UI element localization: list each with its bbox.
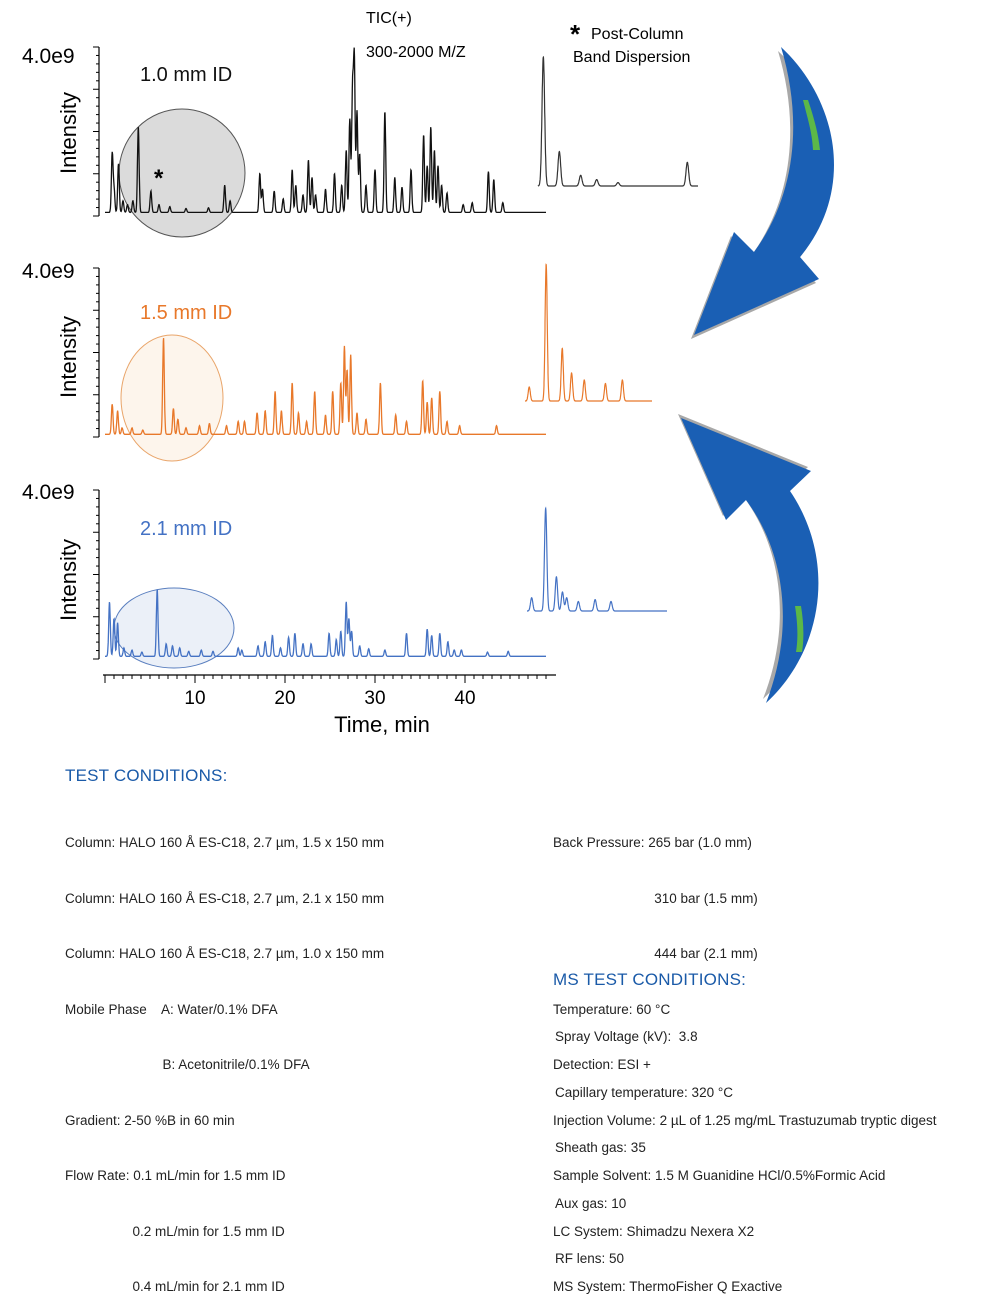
panel-label: 1.5 mm ID — [140, 302, 232, 324]
panel-1: 4.0e9 Intensity 1.0 mm ID * — [22, 45, 698, 238]
condition-line: Temperature: 60 °C — [553, 1001, 671, 1017]
y-axis-label: Intensity — [56, 92, 81, 174]
panel-2: 4.0e9 Intensity 1.5 mm ID — [22, 260, 652, 462]
condition-line: Column: HALO 160 Å ES-C18, 2.7 µm, 1.0 x… — [65, 946, 385, 961]
x-axis: 10 20 30 40 — [103, 674, 556, 709]
mz-range-label: 300-2000 M/Z — [366, 44, 466, 61]
condition-line: RF lens: 50 — [555, 1251, 625, 1266]
condition-line: Flow Rate: 0.1 mL/min for 1.5 mm ID — [65, 1168, 286, 1183]
dispersion-circle-2 — [120, 334, 224, 462]
x-tick-label: 30 — [364, 688, 385, 709]
note-line-2: Band Dispersion — [573, 49, 690, 66]
y-axis — [93, 489, 100, 660]
condition-line: 310 bar (1.5 mm) — [553, 890, 758, 906]
arrow-down-icon — [691, 47, 834, 339]
condition-line: Sheath gas: 35 — [555, 1140, 646, 1155]
chromatogram-trace — [105, 47, 546, 214]
ms-conditions: Spray Voltage (kV): 3.8 Capillary temper… — [555, 991, 733, 1287]
y-axis — [93, 46, 100, 217]
condition-line: B: Acetonitrile/0.1% DFA — [65, 1057, 310, 1072]
note-star: * — [570, 19, 581, 49]
x-axis-label: Time, min — [334, 712, 430, 737]
y-max-label: 4.0e9 — [22, 481, 75, 504]
y-max-label: 4.0e9 — [22, 45, 75, 68]
condition-line: 444 bar (2.1 mm) — [553, 946, 758, 961]
x-tick-label: 10 — [184, 688, 205, 709]
x-tick-label: 20 — [274, 688, 295, 709]
y-axis — [93, 267, 100, 438]
condition-line: Detection: ESI + — [553, 1057, 651, 1072]
condition-line: 0.2 mL/min for 1.5 mm ID — [65, 1223, 285, 1239]
condition-line: Back Pressure: 265 bar (1.0 mm) — [553, 835, 752, 850]
condition-line: Mobile Phase A: Water/0.1% DFA — [65, 1001, 278, 1017]
condition-line: Gradient: 2-50 %B in 60 min — [65, 1112, 235, 1128]
asterisk-marker: * — [154, 165, 164, 192]
inset-trace — [537, 55, 698, 187]
y-axis-label: Intensity — [56, 316, 81, 398]
test-conditions-left: Column: HALO 160 Å ES-C18, 2.7 µm, 1.5 x… — [65, 797, 384, 1315]
x-tick-label: 40 — [454, 688, 475, 709]
condition-line: Column: HALO 160 Å ES-C18, 2.7 µm, 2.1 x… — [65, 890, 385, 906]
inset-trace — [527, 506, 667, 612]
condition-line: Aux gas: 10 — [555, 1195, 627, 1211]
y-max-label: 4.0e9 — [22, 260, 75, 283]
condition-line: 0.4 mL/min for 2.1 mm ID — [65, 1279, 285, 1294]
condition-line: Capillary temperature: 320 °C — [555, 1084, 733, 1100]
chromatogram-trace — [105, 589, 546, 657]
ms-conditions-title: MS TEST CONDITIONS: — [553, 970, 747, 989]
test-conditions-title: TEST CONDITIONS: — [65, 766, 228, 785]
inset-trace — [525, 263, 652, 402]
y-axis-label: Intensity — [56, 539, 81, 621]
panel-label: 1.0 mm ID — [140, 64, 232, 86]
arrow-up-icon — [678, 414, 819, 703]
condition-line: Column: HALO 160 Å ES-C18, 2.7 µm, 1.5 x… — [65, 835, 385, 850]
chromatogram-figure: TIC(+) 300-2000 M/Z * Post-Column Band D… — [22, 10, 834, 737]
condition-line: Spray Voltage (kV): 3.8 — [555, 1029, 698, 1044]
note-line-1: Post-Column — [591, 26, 683, 43]
panel-3: 4.0e9 Intensity 2.1 mm ID — [22, 481, 667, 669]
chromatogram-trace — [105, 338, 546, 435]
tic-label: TIC(+) — [366, 10, 412, 27]
panel-label: 2.1 mm ID — [140, 518, 232, 540]
